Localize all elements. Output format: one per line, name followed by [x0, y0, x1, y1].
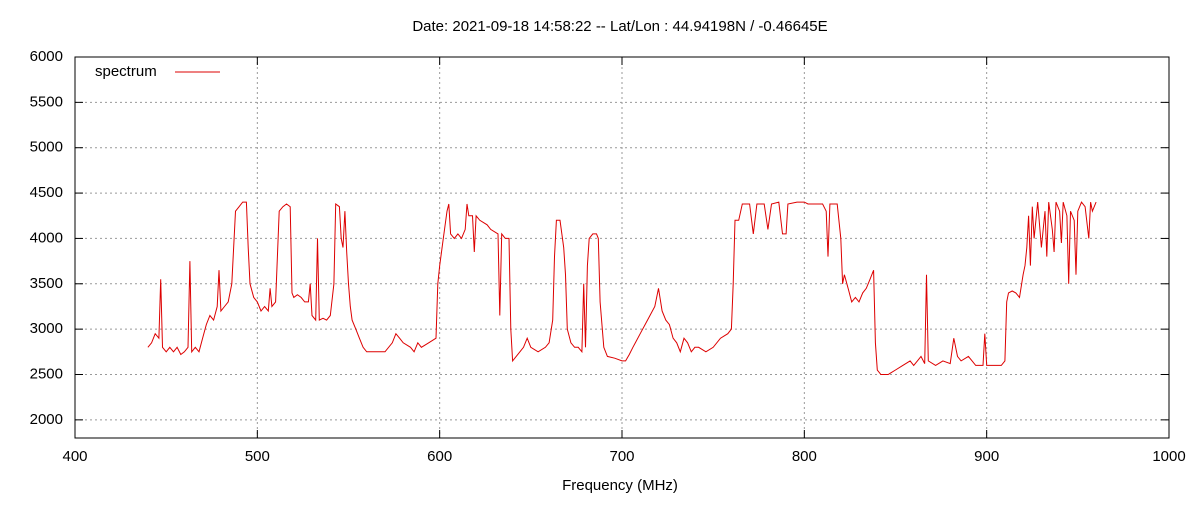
y-tick-label: 4000 — [30, 229, 63, 246]
x-axis-label: Frequency (MHz) — [562, 477, 678, 494]
x-tick-label: 1000 — [1152, 448, 1185, 465]
chart-title: Date: 2021-09-18 14:58:22 -- Lat/Lon : 4… — [412, 18, 827, 35]
y-tick-label: 2500 — [30, 365, 63, 382]
x-tick-label: 900 — [974, 448, 999, 465]
y-tick-label: 2000 — [30, 411, 63, 428]
legend-label: spectrum — [95, 63, 157, 80]
x-tick-label: 400 — [62, 448, 87, 465]
x-tick-label: 800 — [792, 448, 817, 465]
x-tick-label: 600 — [427, 448, 452, 465]
y-tick-label: 6000 — [30, 48, 63, 65]
series-line — [147, 201, 1097, 375]
y-tick-label: 3000 — [30, 320, 63, 337]
y-tick-label: 5500 — [30, 93, 63, 110]
x-tick-label: 700 — [609, 448, 634, 465]
y-tick-label: 5000 — [30, 139, 63, 156]
plot-frame — [74, 56, 1170, 439]
y-tick-label: 3500 — [30, 275, 63, 292]
y-tick-label: 4500 — [30, 184, 63, 201]
x-tick-label: 500 — [245, 448, 270, 465]
